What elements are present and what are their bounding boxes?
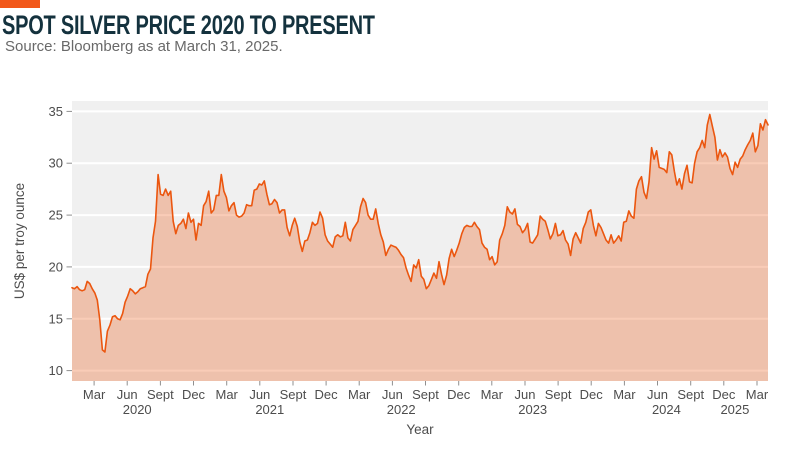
x-month-label: Jun xyxy=(382,387,403,402)
page-title: SPOT SILVER PRICE 2020 TO PRESENT xyxy=(2,10,375,40)
x-month-label: Sept xyxy=(677,387,704,402)
x-axis-title: Year xyxy=(406,422,434,437)
x-month-label: Jun xyxy=(249,387,270,402)
x-month-label: Sept xyxy=(412,387,439,402)
x-month-label: Sept xyxy=(147,387,174,402)
source-note: Source: Bloomberg as at March 31, 2025. xyxy=(5,38,283,55)
y-tick-label: 25 xyxy=(49,208,63,223)
x-year-label: 2021 xyxy=(255,402,284,417)
y-tick-label: 15 xyxy=(49,311,63,326)
x-month-label: Mar xyxy=(348,387,371,402)
x-year-label: 2022 xyxy=(387,402,416,417)
x-month-label: Mar xyxy=(481,387,504,402)
x-month-label: Dec xyxy=(182,387,206,402)
price-line xyxy=(71,113,769,353)
x-month-label: Dec xyxy=(447,387,471,402)
x-month-label: Dec xyxy=(580,387,604,402)
x-month-label: Mar xyxy=(746,387,769,402)
x-month-label: Sept xyxy=(280,387,307,402)
x-month-label: Dec xyxy=(712,387,736,402)
x-year-label: 2020 xyxy=(123,402,152,417)
y-tick-labels: 10 15 20 25 30 35 xyxy=(49,104,63,378)
y-tick-label: 30 xyxy=(49,156,63,171)
x-month-label: Jun xyxy=(117,387,138,402)
y-tick-label: 10 xyxy=(49,363,63,378)
x-month-label: Mar xyxy=(613,387,636,402)
axis-ticks xyxy=(66,110,758,386)
x-month-label: Sept xyxy=(545,387,572,402)
price-area-fill xyxy=(72,114,768,381)
x-month-label: Mar xyxy=(216,387,239,402)
x-month-label: Dec xyxy=(315,387,339,402)
y-tick-label: 20 xyxy=(49,259,63,274)
brand-accent-bar xyxy=(0,0,40,8)
x-month-label: Mar xyxy=(83,387,106,402)
y-tick-label: 35 xyxy=(49,104,63,119)
x-month-labels: Mar Jun Sept Dec Mar Jun Sept Dec Mar Jun Sept Dec M… xyxy=(83,387,769,402)
x-year-labels: 2020 2021 2022 2023 2024 2025 xyxy=(123,402,750,417)
y-axis-title: US$ per troy ounce xyxy=(12,183,27,299)
x-year-label: 2024 xyxy=(652,402,681,417)
x-year-label: 2023 xyxy=(518,402,547,417)
x-year-label: 2025 xyxy=(720,402,749,417)
x-month-label: Jun xyxy=(647,387,668,402)
x-month-label: Jun xyxy=(515,387,536,402)
